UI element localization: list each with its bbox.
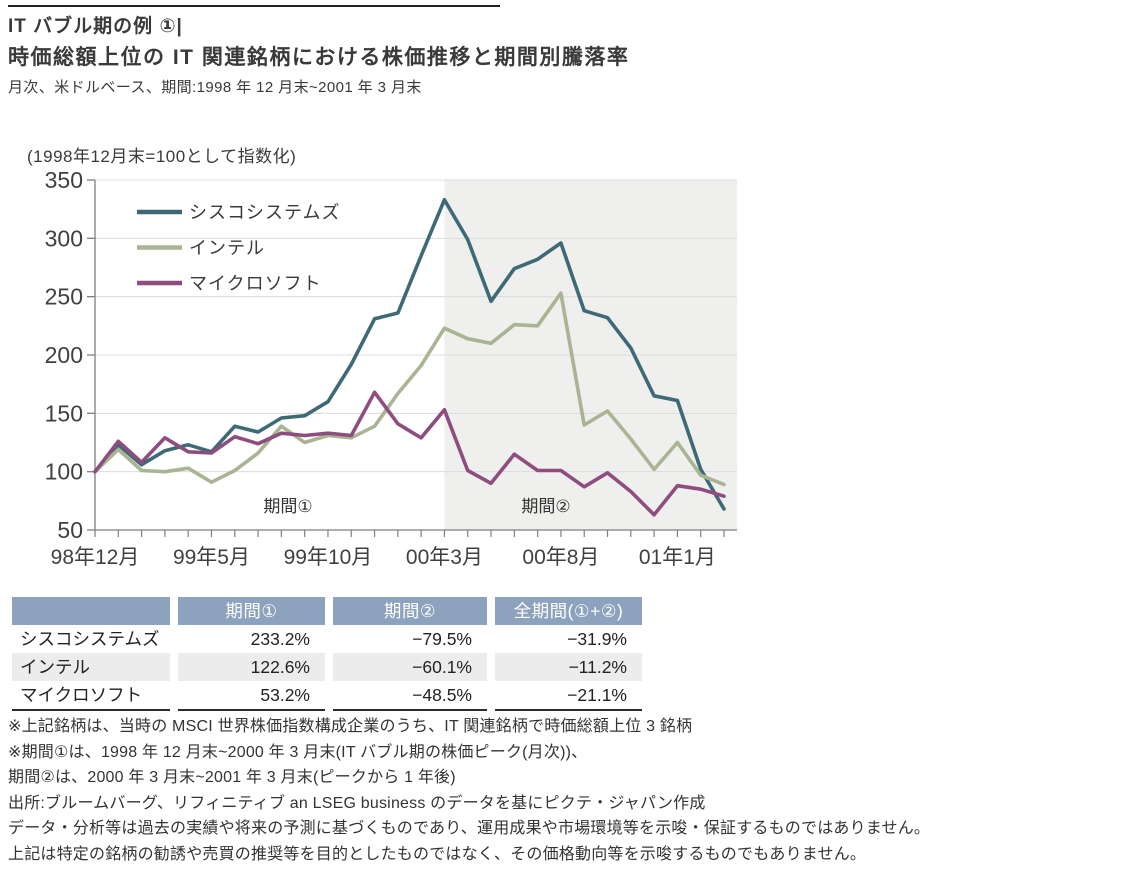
x-tick-label: 01年1月 (639, 546, 716, 569)
title-top-rule (8, 5, 500, 7)
page-subtitle: 月次、米ドルベース、期間:1998 年 12 月末~2001 年 3 月末 (8, 79, 422, 96)
footnote-line: ※期間①は、1998 年 12 月末~2000 年 3 月末(IT バブル期の株… (8, 743, 588, 761)
footnote-line: 上記は特定の銘柄の勧誘や売買の推奨等を目的としたものではなく、その価格動向等を示… (8, 845, 867, 863)
y-tick-label: 250 (45, 284, 83, 310)
y-tick-label: 100 (45, 459, 83, 485)
legend-label-microsoft: マイクロソフト (189, 274, 322, 294)
page-title-line1: IT バブル期の例 ①| (8, 16, 183, 37)
period1-label: 期間① (263, 497, 312, 516)
footnote-line: 期間②は、2000 年 3 月末~2001 年 3 月末(ピークから 1 年後) (8, 769, 456, 786)
stock-price-line-chart: 50 100 150 200 250 300 350 98年12月 99年5月 99年10月 00年… (45, 167, 737, 569)
x-tick-label: 98年12月 (51, 546, 140, 569)
period2-value-cell: −48.5% (333, 681, 487, 711)
period1-value-cell: 233.2% (250, 629, 310, 649)
page-title-line2: 時価総額上位の IT 関連銘柄における株価推移と期間別騰落率 (8, 46, 630, 69)
series-line-microsoft (93, 390, 726, 517)
x-tick-label: 99年5月 (173, 546, 250, 569)
x-tick-label: 00年8月 (522, 546, 599, 569)
y-tick-label: 50 (57, 517, 83, 543)
stock-name-cell: インテル (12, 653, 170, 681)
footnote-line: ※上記銘柄は、当時の MSCI 世界株価指数構成企業のうち、IT 関連銘柄で時価… (8, 718, 693, 735)
stock-name-cell: マイクロソフト (12, 681, 170, 711)
y-tick-label: 150 (45, 400, 83, 426)
footnote-line: データ・分析等は過去の実績や将来の予測に基づくものであり、運用成果や市場環境等を… (8, 820, 931, 837)
series-line-intel (93, 291, 726, 487)
x-tick-label: 00年3月 (406, 546, 483, 569)
table-header: 期間① (178, 597, 325, 625)
total-value-cell: −11.2% (495, 653, 642, 681)
legend-label-intel: インテル (189, 238, 265, 258)
table-header-blank (12, 597, 170, 625)
y-tick-label: 200 (45, 342, 83, 368)
period1-value-cell: 122.6% (178, 653, 325, 681)
index-base-note: (1998年12月末=100として指数化) (27, 147, 297, 166)
y-tick-label: 300 (45, 225, 83, 251)
y-tick-label: 350 (45, 167, 83, 193)
period1-value-cell: 53.2% (178, 681, 325, 711)
x-tick-label: 99年10月 (284, 546, 373, 569)
series-line-cisco (93, 197, 726, 511)
stock-name-cell: シスコシステムズ (20, 629, 160, 649)
period2-label: 期間② (521, 497, 570, 516)
performance-table: 期間① 期間② 全期間(①+②) シスコシステムズ 233.2% −79.5% −31.9%… (12, 597, 642, 711)
footnotes: ※上記銘柄は、当時の MSCI 世界株価指数構成企業のうち、IT 関連銘柄で時価… (8, 714, 1126, 867)
table-header: 全期間(①+②) (495, 597, 642, 625)
period2-value-cell: −79.5% (412, 629, 472, 649)
total-value-cell: −21.1% (495, 681, 642, 711)
table-header: 期間② (333, 597, 487, 625)
footnote-line: 出所:ブルームバーグ、リフィニティブ an LSEG business のデータ… (8, 794, 706, 812)
total-value-cell: −31.9% (567, 629, 627, 649)
legend-label-cisco: シスコシステムズ (189, 203, 340, 223)
period2-value-cell: −60.1% (333, 653, 487, 681)
